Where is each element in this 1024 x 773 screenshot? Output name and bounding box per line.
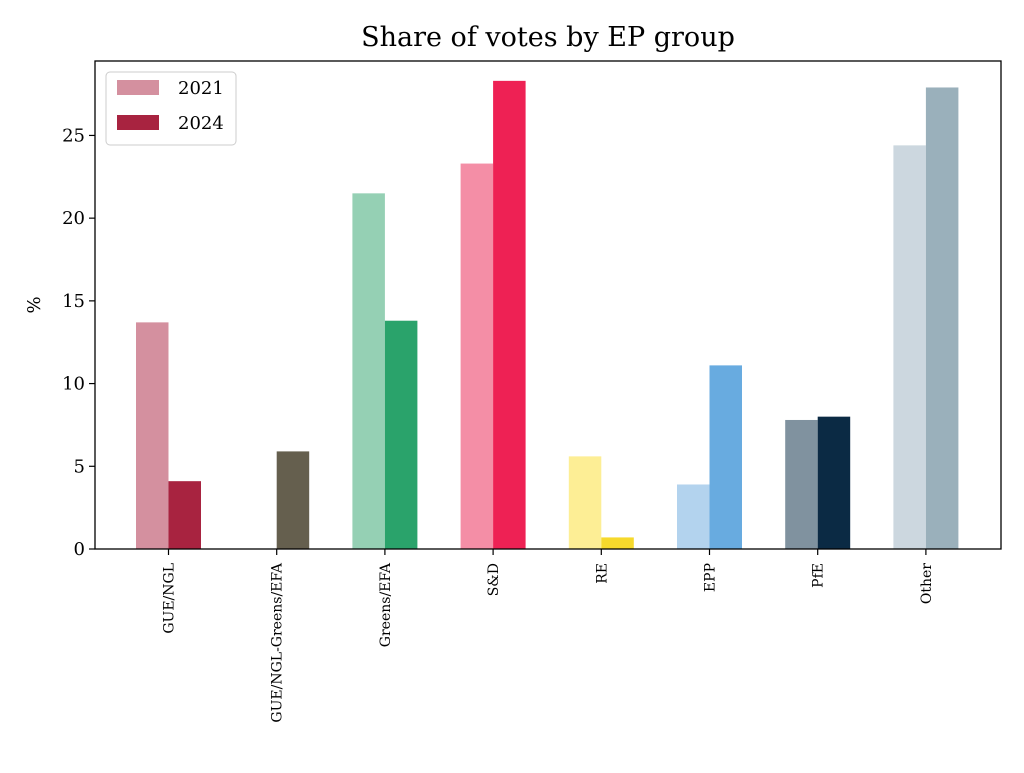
x-tick-label: RE [594,563,610,584]
bar-2024-0 [168,481,201,549]
bar-2024-2 [384,320,418,549]
legend-swatch-2021 [117,80,159,95]
plot-frame [94,60,1002,550]
bar-2024-7 [925,87,959,549]
legend-label: 2024 [178,113,224,134]
chart-title: Share of votes by EP group [361,22,735,53]
x-tick-label: Greens/EFA [378,562,394,647]
bar-2021-0 [136,322,169,549]
bar-2024-5 [709,365,742,549]
bar-2021-5 [677,484,710,549]
y-axis: 0 5 10 15 20 25 [62,125,95,560]
y-tick-label: 15 [62,291,85,312]
x-tick-label: PfE [811,563,827,588]
y-tick-label: 10 [62,374,85,395]
legend-label: 2021 [178,78,224,99]
legend: 2021 2024 [105,71,237,146]
bars-group [136,80,959,550]
bar-2024-3 [493,80,526,550]
x-tick-label: GUE/NGL [162,563,178,634]
x-tick-label: S&D [486,563,502,596]
bar-2024-6 [817,416,851,549]
bar-2024-4 [601,537,634,549]
x-tick-label: EPP [703,563,719,592]
bar-2021-7 [893,145,926,550]
bar-2021-4 [568,456,602,549]
bar-2024-1 [276,451,310,549]
x-tick-label: GUE/NGL-Greens/EFA [270,562,286,722]
y-tick-label: 20 [62,208,85,229]
bar-2021-3 [460,163,494,549]
y-axis-label: % [24,296,45,313]
bar-2021-2 [352,193,385,549]
x-tick-label: Other [919,563,935,604]
legend-swatch-2024 [117,115,159,130]
bar-2021-6 [785,419,818,549]
y-tick-label: 5 [74,456,85,477]
y-tick-label: 0 [74,539,85,560]
y-tick-label: 25 [62,125,85,146]
x-axis: GUE/NGL GUE/NGL-Greens/EFA Greens/EFA S&D RE… [162,549,935,723]
